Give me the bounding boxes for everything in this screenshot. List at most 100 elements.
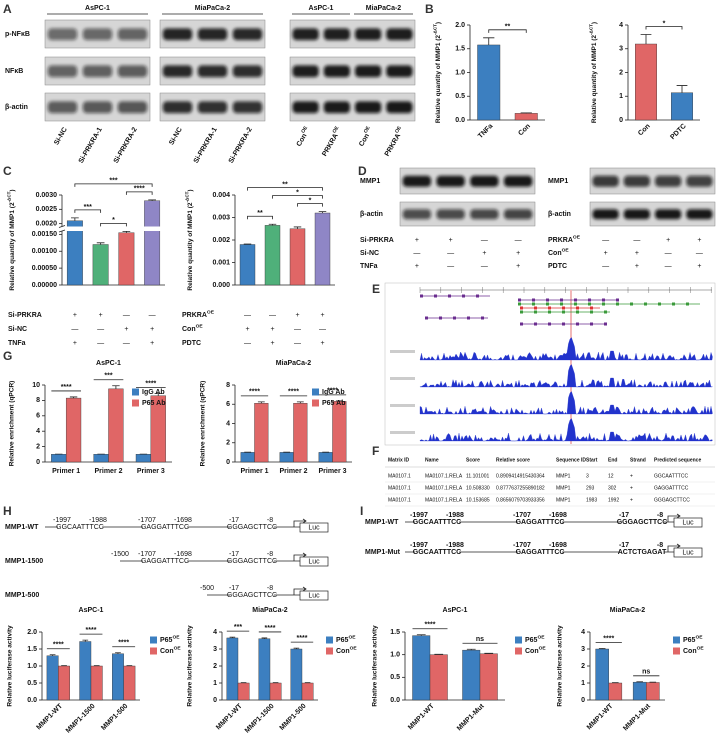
table-cell: 3 xyxy=(586,473,589,479)
exon xyxy=(434,294,437,298)
y-tick-label: 0.00000 xyxy=(32,282,57,289)
blot-band xyxy=(436,209,465,220)
significance-label: *** xyxy=(84,204,92,211)
condition-mark: + xyxy=(320,312,324,319)
y-tick-label: 0.00050 xyxy=(32,265,57,272)
condition-mark: + xyxy=(150,326,154,333)
blot-band xyxy=(686,209,713,220)
x-tick-label: MMP1-WT xyxy=(35,702,64,731)
exon xyxy=(520,310,523,314)
bar xyxy=(58,665,70,701)
blot-band xyxy=(323,101,350,114)
y-axis-label-sup: -ΔCT xyxy=(589,24,594,35)
error-bar xyxy=(676,85,688,93)
condition-mark: — xyxy=(602,263,609,270)
table-cell: MMP1 xyxy=(556,497,571,503)
y-tick-label: 0.002 xyxy=(212,237,230,244)
bar xyxy=(289,228,306,286)
table-cell: 0.8777637255890182 xyxy=(496,485,545,491)
exon xyxy=(546,298,549,302)
position-label: -8 xyxy=(657,542,663,549)
y-tick-label: 8 xyxy=(226,382,230,389)
site-bg xyxy=(230,523,274,531)
table-cell: + xyxy=(630,497,633,503)
group-label: AsPC-1 xyxy=(309,5,334,12)
table-cell: 0.8909414915430364 xyxy=(496,473,545,479)
y-tick-label: 0.0020 xyxy=(36,220,58,227)
condition-mark: — xyxy=(319,326,326,333)
bar xyxy=(646,682,660,701)
exon xyxy=(560,302,563,306)
condition-label: PDTC xyxy=(182,340,201,347)
bar xyxy=(269,682,282,701)
blot-band xyxy=(232,65,263,78)
condition-mark: + xyxy=(245,326,249,333)
condition-mark: — xyxy=(481,237,488,244)
exon xyxy=(462,294,465,298)
y-tick-label: 0.003 xyxy=(212,214,230,221)
significance-label: **** xyxy=(134,186,145,193)
legend-swatch xyxy=(312,388,319,396)
exon xyxy=(560,298,563,302)
y-axis-label-tail: ) xyxy=(187,189,194,191)
panel-label: G xyxy=(3,349,12,363)
legend-label-base: P65 xyxy=(336,637,349,644)
lane-label-base: Con xyxy=(358,133,371,148)
table-cell: MA0107.1 xyxy=(388,485,411,491)
y-axis-label-base: Relative quantity of MMP1 (2 xyxy=(9,202,16,291)
site-bg xyxy=(620,548,664,556)
position-label: -500 xyxy=(200,585,214,592)
condition-mark: — xyxy=(123,312,130,319)
table-header: Name xyxy=(425,457,439,463)
y-tick-label: 0.0 xyxy=(390,697,400,704)
blot-band xyxy=(292,28,319,41)
x-tick-label: MMP1-WT xyxy=(215,702,244,731)
exon xyxy=(588,298,591,302)
error-bar xyxy=(257,401,265,404)
position-label: -17 xyxy=(229,551,239,558)
exon xyxy=(588,302,591,306)
blot-band xyxy=(503,209,533,220)
blot-band xyxy=(686,175,713,187)
y-tick-label: 0.0030 xyxy=(36,192,58,199)
y-axis-label-sup: -ΔCT xyxy=(7,191,12,202)
condition-label: PRKRAOE xyxy=(182,310,215,319)
exon xyxy=(532,302,535,306)
x-tick-label: MMP1-WT xyxy=(586,702,615,731)
chart: 0.0 0.5 1.0 1.5 2.0 Relative luciferase activ… xyxy=(7,607,182,735)
error-bar xyxy=(318,211,327,213)
y-tick-label: 3 xyxy=(213,646,217,653)
bar xyxy=(412,635,431,701)
lane-label-base: PRKRA xyxy=(321,133,340,158)
position-label: -8 xyxy=(267,585,273,592)
significance-label: **** xyxy=(53,642,64,649)
significance-label: **** xyxy=(327,388,338,395)
lane-label: PRKRAOE xyxy=(382,125,406,158)
chart-title: MiaPaCa-2 xyxy=(610,607,646,614)
bar xyxy=(462,649,481,701)
chart-title: MiaPaCa-2 xyxy=(276,360,312,367)
blot-band xyxy=(162,65,193,78)
significance-bracket xyxy=(488,29,527,33)
significance-label: **** xyxy=(86,627,97,634)
error-bar xyxy=(115,652,121,654)
y-tick-label: 2.0 xyxy=(27,629,37,636)
bar xyxy=(93,454,109,463)
site-bg xyxy=(518,518,562,526)
construct-name: MMP1-WT xyxy=(365,519,399,526)
row-label: NFκB xyxy=(5,68,23,75)
condition-label: Si-NC xyxy=(8,326,27,333)
panel-label: B xyxy=(425,2,434,16)
condition-mark: + xyxy=(635,250,639,257)
exon xyxy=(658,302,661,306)
site-bg xyxy=(230,591,274,599)
condition-label-sup: OE xyxy=(562,248,570,254)
condition-mark: + xyxy=(124,326,128,333)
y-tick-label: 1 xyxy=(581,680,585,687)
table-cell: 302 xyxy=(608,485,617,491)
track-label xyxy=(390,377,415,380)
blot-band xyxy=(82,101,113,114)
chart: 0 1 2 3 4 Relative luciferase activity MMP1-WT… xyxy=(557,607,705,733)
condition-label-base: Con xyxy=(548,250,562,257)
